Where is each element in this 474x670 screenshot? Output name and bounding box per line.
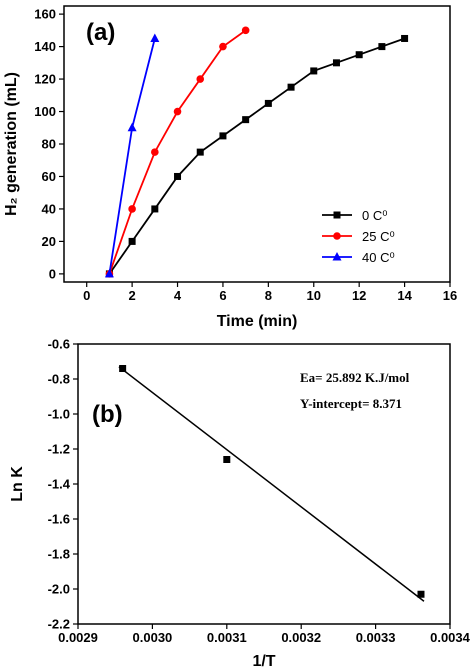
- x-tick-label-a: 8: [265, 288, 272, 303]
- legend-entry: 25 C⁰: [362, 229, 395, 244]
- data-point-0: [287, 83, 295, 91]
- data-point-1: [151, 148, 159, 156]
- y-tick-label-b: -1.8: [48, 547, 70, 562]
- annotation-ea: Ea= 25.892 K.J/mol: [300, 370, 410, 385]
- data-point-0: [401, 34, 409, 42]
- data-point-0: [219, 132, 227, 140]
- data-point: [223, 456, 231, 463]
- data-point-0: [242, 116, 250, 124]
- y-tick-label-a: 160: [34, 7, 56, 22]
- ticks-b: 0.0029 0.0030 0.0031 0.0032 0.0033 0.0034 -0.6…: [48, 337, 471, 646]
- y-tick-label-a: 120: [34, 72, 56, 87]
- legend-entry: 0 C⁰: [362, 208, 387, 223]
- series-line-0: [108, 37, 405, 275]
- x-tick-label-a: 14: [397, 288, 412, 303]
- series-a: [104, 26, 409, 278]
- data-point-1: [173, 107, 182, 116]
- data-point-0: [355, 51, 363, 59]
- y-tick-label-b: -0.6: [48, 337, 70, 352]
- legend-marker: [333, 232, 341, 240]
- y-axis-label-b: Ln K: [9, 466, 26, 502]
- x-tick-label-b: 0.0029: [58, 630, 98, 645]
- x-tick-label-a: 12: [352, 288, 366, 303]
- y-tick-label-a: 40: [42, 201, 56, 216]
- y-tick-label-a: 100: [34, 104, 56, 119]
- x-axis-label-b: 1/T: [252, 653, 275, 670]
- y-tick-label-b: -2.2: [48, 617, 70, 632]
- x-tick-label-a: 2: [129, 288, 136, 303]
- chart-b: 0.0029 0.0030 0.0031 0.0032 0.0033 0.0034 -0.6…: [9, 337, 471, 670]
- data-point-0: [264, 99, 272, 107]
- x-tick-label-b: 0.0033: [356, 630, 396, 645]
- panel-label-a: (a): [86, 19, 115, 46]
- data-point-0: [128, 237, 136, 245]
- data-point-0: [196, 148, 204, 156]
- x-tick-label-a: 6: [219, 288, 226, 303]
- fit-line: [118, 366, 425, 602]
- legend-a: 0 C⁰ 25 C⁰ 40 C⁰: [322, 208, 395, 265]
- data-point-0: [332, 59, 340, 67]
- legend-marker: [333, 211, 341, 219]
- data-point-2: [127, 122, 137, 132]
- x-tick-label-a: 10: [307, 288, 321, 303]
- data-point-0: [310, 67, 318, 75]
- y-tick-label-b: -1.4: [48, 477, 71, 492]
- x-tick-label-b: 0.0030: [133, 630, 173, 645]
- annotation-intercept: Y-intercept= 8.371: [300, 396, 402, 411]
- x-axis-label-a: Time (min): [217, 313, 298, 330]
- data-point-1: [241, 26, 250, 35]
- y-tick-label-a: 60: [42, 169, 56, 184]
- data-point-1: [219, 42, 227, 51]
- panel-label-b: (b): [92, 401, 123, 428]
- x-tick-label-a: 4: [174, 288, 182, 303]
- x-tick-label-b: 0.0032: [281, 630, 321, 645]
- x-tick-label-b: 0.0031: [207, 630, 247, 645]
- y-tick-label-a: 80: [42, 137, 56, 152]
- x-tick-label-a: 16: [443, 288, 457, 303]
- legend-entry: 40 C⁰: [362, 250, 395, 265]
- y-tick-label-a: 140: [34, 39, 56, 54]
- y-axis-label-a: H₂ generation (mL): [3, 72, 20, 216]
- data-point-2: [104, 268, 114, 278]
- data-point: [417, 590, 425, 598]
- y-tick-label-a: 20: [42, 234, 56, 249]
- x-tick-label-b: 0.0034: [430, 630, 471, 645]
- y-tick-label-b: -1.0: [48, 407, 70, 422]
- y-tick-label-b: -1.6: [48, 512, 70, 527]
- data-point-0: [151, 205, 159, 213]
- data-point: [119, 365, 127, 372]
- data-point-2: [150, 33, 160, 42]
- legend-marker: [332, 252, 342, 261]
- plot-frame-b: [77, 343, 451, 625]
- y-tick-label-a: 0: [49, 266, 56, 281]
- y-tick-label-b: -0.8: [48, 372, 70, 387]
- y-tick-label-b: -1.2: [48, 442, 70, 457]
- data-b: [118, 365, 425, 602]
- x-tick-label-a: 0: [83, 288, 90, 303]
- data-point-0: [174, 172, 182, 180]
- data-point-1: [196, 75, 205, 83]
- data-point-1: [128, 205, 136, 213]
- data-point-0: [378, 43, 386, 51]
- y-tick-label-b: -2.0: [48, 582, 70, 597]
- series-line-1: [108, 29, 247, 275]
